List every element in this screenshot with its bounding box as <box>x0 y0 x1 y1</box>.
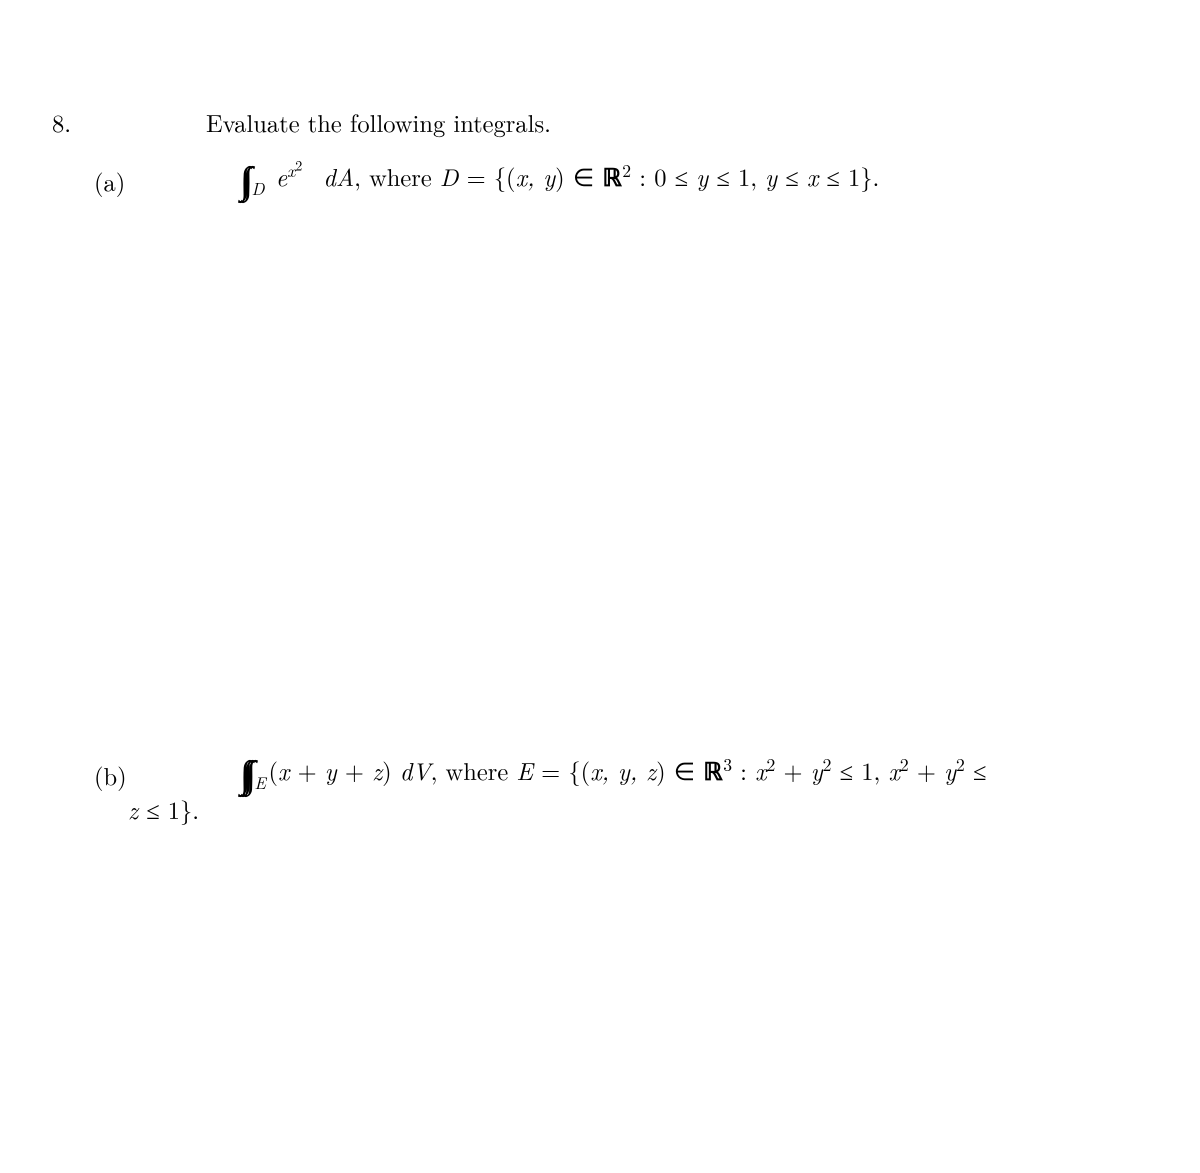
part-a-math-line: ∫∫D ex2 dA, where D = {(x, y) ∈ ℝ2 : 0 ≤… <box>240 160 879 193</box>
e-exponent: x2 <box>287 158 302 183</box>
part-b-body: ∫∫∫E(x + y + z) dV, where E = {(x, y, z)… <box>240 754 1110 787</box>
bc2cp: 2 <box>956 752 965 777</box>
cont-end: }. <box>180 792 199 827</box>
b-x: x <box>278 753 289 788</box>
part-a-label: (a) <box>94 165 125 198</box>
eq-a: = <box>458 159 493 194</box>
space-dim-a: 2 <box>622 158 631 183</box>
eq-b: = <box>533 753 568 788</box>
space1 <box>311 159 323 194</box>
b-close: ) <box>382 753 400 788</box>
vars-a: x, y <box>516 159 556 194</box>
bc1a: x <box>755 753 766 788</box>
cont-z: z <box>128 792 138 827</box>
where-a: , where <box>354 159 440 194</box>
part-b-label: (b) <box>94 759 127 792</box>
c1a: 0 ≤ <box>654 159 696 194</box>
set-in-b: ) ∈ <box>656 753 703 788</box>
space-R-b: ℝ <box>703 753 723 788</box>
c1c: ≤ 1, <box>708 159 765 194</box>
part-b-continuation: z ≤ 1}. <box>128 793 199 826</box>
dA: dA <box>323 159 354 194</box>
c2a: y <box>765 159 777 194</box>
bc2c: y <box>944 753 956 788</box>
c2d: ≤ 1 <box>818 159 860 194</box>
set-open-b: {( <box>568 753 590 788</box>
problem-statement: Evaluate the following integrals. <box>206 106 551 139</box>
part-b-cont-math: z ≤ 1}. <box>128 793 199 826</box>
b-open: ( <box>269 753 279 788</box>
part-a-body: ∫∫D ex2 dA, where D = {(x, y) ∈ ℝ2 : 0 ≤… <box>240 160 879 193</box>
problem-number: 8. <box>52 106 71 139</box>
bc1d: ≤ 1, <box>832 753 889 788</box>
colon-a: : <box>631 159 654 194</box>
set-in-a: ) ∈ <box>555 159 602 194</box>
set-open-a: {( <box>494 159 516 194</box>
b-p2: + <box>337 753 372 788</box>
vars-b: x, y, z <box>590 753 656 788</box>
b-p1: + <box>289 753 324 788</box>
domain-D: D <box>440 159 459 194</box>
exp-pow: 2 <box>295 156 302 176</box>
set-end-a: }. <box>860 159 879 194</box>
bc2d: ≤ <box>965 753 987 788</box>
c1b: y <box>696 159 708 194</box>
bc1cp: 2 <box>823 752 832 777</box>
domain-E: E <box>516 753 533 788</box>
bc2ap: 2 <box>900 752 909 777</box>
where-b: , where <box>431 753 517 788</box>
c2b: ≤ <box>777 159 807 194</box>
b-y: y <box>325 753 337 788</box>
dV: dV <box>400 753 431 788</box>
bc2b: + <box>909 753 944 788</box>
page: 8. Evaluate the following integrals. (a)… <box>0 0 1200 1173</box>
cont-le1: ≤ 1 <box>138 792 180 827</box>
space-R-a: ℝ <box>602 159 622 194</box>
part-b-math-line: ∫∫∫E(x + y + z) dV, where E = {(x, y, z)… <box>240 754 986 787</box>
bc1b: + <box>775 753 810 788</box>
space-dim-b: 3 <box>723 752 732 777</box>
e-base: e <box>276 159 287 194</box>
c2c: x <box>807 159 818 194</box>
colon-b: : <box>732 753 755 788</box>
bc1c: y <box>811 753 823 788</box>
bc2a: x <box>888 753 899 788</box>
b-z: z <box>372 753 382 788</box>
